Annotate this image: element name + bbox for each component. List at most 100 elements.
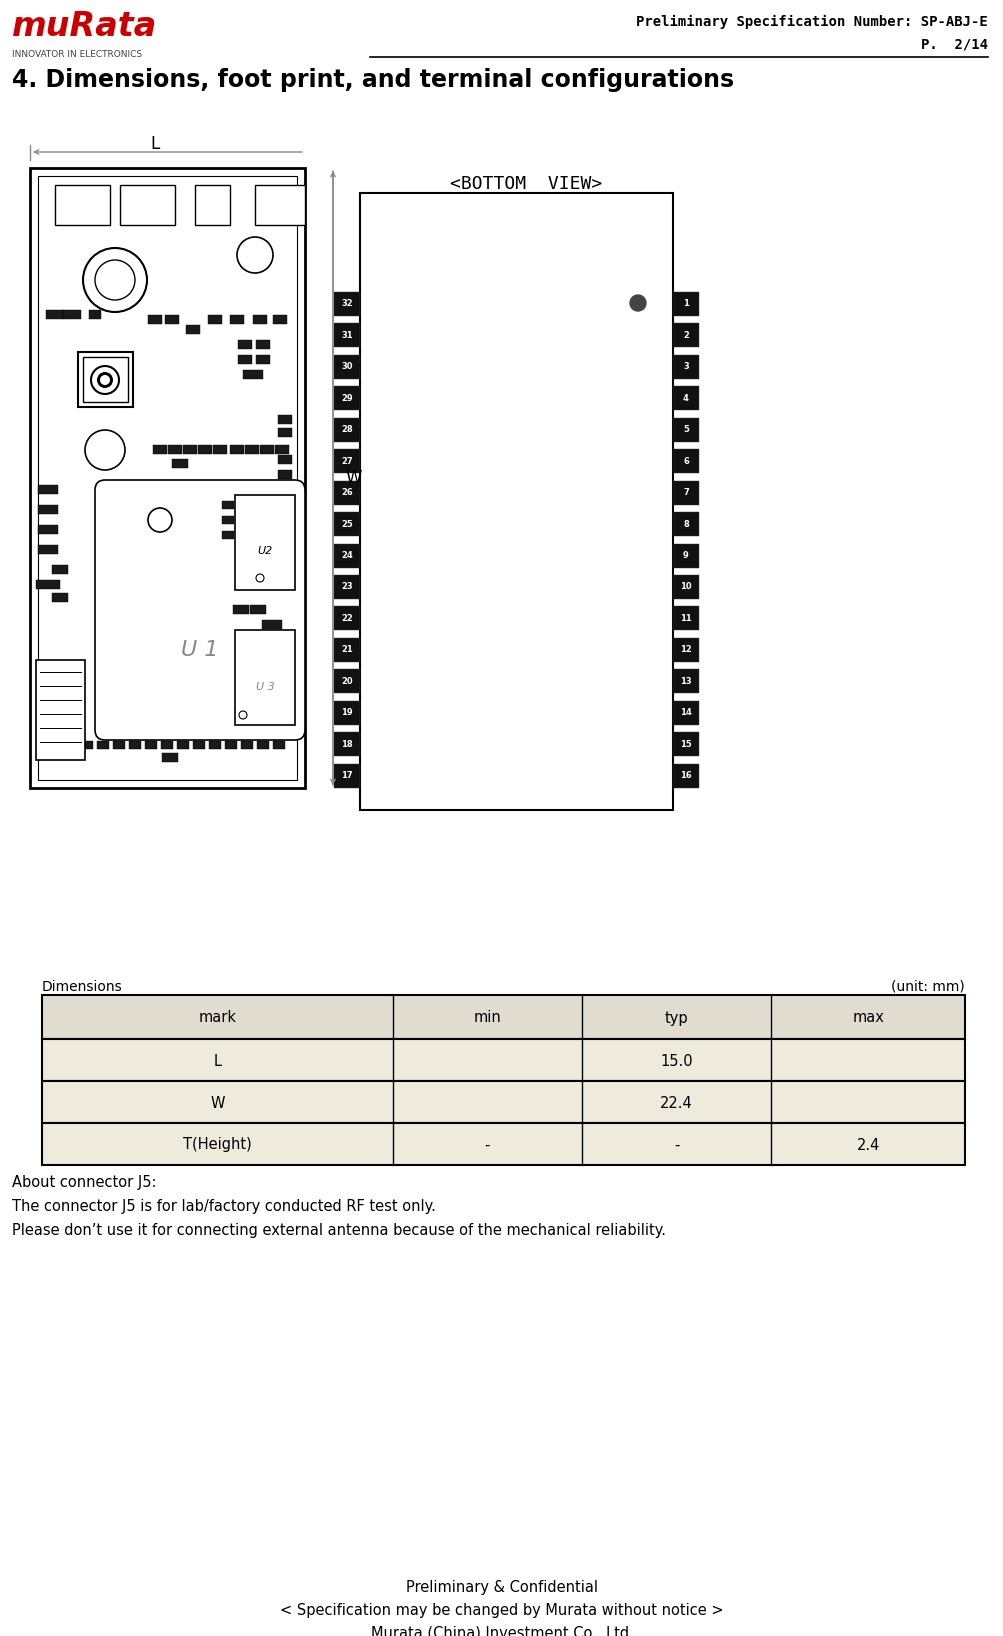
Bar <box>36 581 60 589</box>
Text: 22.4: 22.4 <box>660 1096 692 1111</box>
Bar <box>164 316 179 324</box>
Text: mark: mark <box>199 1011 236 1026</box>
Bar <box>672 638 698 663</box>
Text: < Specification may be changed by Murata without notice >: < Specification may be changed by Murata… <box>280 1603 723 1618</box>
Bar <box>672 607 698 630</box>
Text: 27: 27 <box>341 456 352 466</box>
Bar <box>334 669 360 694</box>
Bar <box>253 316 267 324</box>
Bar <box>46 309 64 319</box>
Bar <box>278 470 292 479</box>
Text: 8: 8 <box>682 520 688 528</box>
Bar <box>113 741 125 749</box>
Bar <box>160 741 173 749</box>
Bar <box>255 185 305 226</box>
Text: 5: 5 <box>682 425 688 434</box>
Text: INNOVATOR IN ELECTRONICS: INNOVATOR IN ELECTRONICS <box>12 51 142 59</box>
Bar <box>65 741 77 749</box>
Bar <box>63 309 81 319</box>
Bar <box>209 741 221 749</box>
Text: 2.4: 2.4 <box>856 1137 879 1152</box>
Bar <box>186 326 200 334</box>
Bar <box>672 386 698 411</box>
Bar <box>30 169 305 789</box>
Text: L: L <box>214 1054 221 1068</box>
Text: 3: 3 <box>682 363 688 371</box>
Text: (unit: mm): (unit: mm) <box>891 980 964 995</box>
Bar <box>147 316 161 324</box>
Bar <box>278 416 292 424</box>
Circle shape <box>100 375 110 384</box>
Bar <box>52 592 68 602</box>
Bar <box>672 355 698 380</box>
Text: muRata: muRata <box>12 10 157 43</box>
Bar <box>235 630 295 725</box>
Text: 26: 26 <box>341 488 352 497</box>
Text: 11: 11 <box>679 614 691 623</box>
Bar <box>262 620 282 628</box>
Text: min: min <box>473 1011 500 1026</box>
Bar <box>52 564 68 574</box>
Bar <box>672 417 698 442</box>
Bar <box>97 741 109 749</box>
Text: 21: 21 <box>341 645 352 654</box>
Bar <box>334 417 360 442</box>
Bar <box>278 429 292 437</box>
Bar <box>245 445 259 455</box>
Text: 17: 17 <box>341 771 352 780</box>
Text: 28: 28 <box>341 425 352 434</box>
Text: 23: 23 <box>341 582 352 592</box>
Bar <box>193 741 205 749</box>
Bar <box>233 605 249 614</box>
Bar <box>275 445 289 455</box>
Text: U2: U2 <box>257 545 273 556</box>
Bar <box>38 506 58 514</box>
Bar <box>89 309 101 319</box>
Text: L: L <box>150 136 159 154</box>
Text: 22: 22 <box>341 614 352 623</box>
Text: 16: 16 <box>679 771 691 780</box>
Bar <box>225 741 237 749</box>
Text: 18: 18 <box>341 739 352 749</box>
Bar <box>172 460 188 468</box>
Bar <box>38 177 297 780</box>
Bar <box>208 316 222 324</box>
Text: 29: 29 <box>341 394 352 402</box>
Bar <box>38 525 58 533</box>
Bar <box>78 352 132 407</box>
Bar <box>672 764 698 787</box>
Bar <box>260 445 274 455</box>
Bar <box>334 355 360 380</box>
Text: Please don’t use it for connecting external antenna because of the mechanical re: Please don’t use it for connecting exter… <box>12 1224 665 1238</box>
Bar <box>334 450 360 473</box>
Text: Dimensions: Dimensions <box>42 980 122 995</box>
Bar <box>672 543 698 568</box>
Bar <box>334 291 360 316</box>
Text: Murata (China) Investment Co., Ltd.: Murata (China) Investment Co., Ltd. <box>370 1626 633 1636</box>
Bar <box>222 515 234 524</box>
Bar <box>83 357 127 402</box>
Bar <box>334 700 360 725</box>
Text: Preliminary & Confidential: Preliminary & Confidential <box>405 1580 598 1595</box>
Bar <box>334 512 360 537</box>
Text: U 1: U 1 <box>182 640 219 659</box>
Text: -: - <box>484 1137 489 1152</box>
Bar <box>256 355 270 363</box>
Text: 25: 25 <box>341 520 352 528</box>
Bar <box>235 496 295 591</box>
Bar <box>672 324 698 347</box>
Text: 15.0: 15.0 <box>660 1054 692 1068</box>
Bar <box>672 733 698 756</box>
Text: W: W <box>345 470 361 488</box>
Bar <box>334 764 360 787</box>
Text: 9: 9 <box>682 551 688 560</box>
Bar <box>672 669 698 694</box>
Circle shape <box>629 294 645 311</box>
Bar <box>55 185 110 226</box>
Text: 10: 10 <box>679 582 691 592</box>
Text: About connector J5:: About connector J5: <box>12 1175 156 1189</box>
Bar <box>42 995 964 1039</box>
Text: 1: 1 <box>682 299 688 309</box>
Text: 20: 20 <box>341 677 352 685</box>
Text: T(Height): T(Height) <box>183 1137 252 1152</box>
